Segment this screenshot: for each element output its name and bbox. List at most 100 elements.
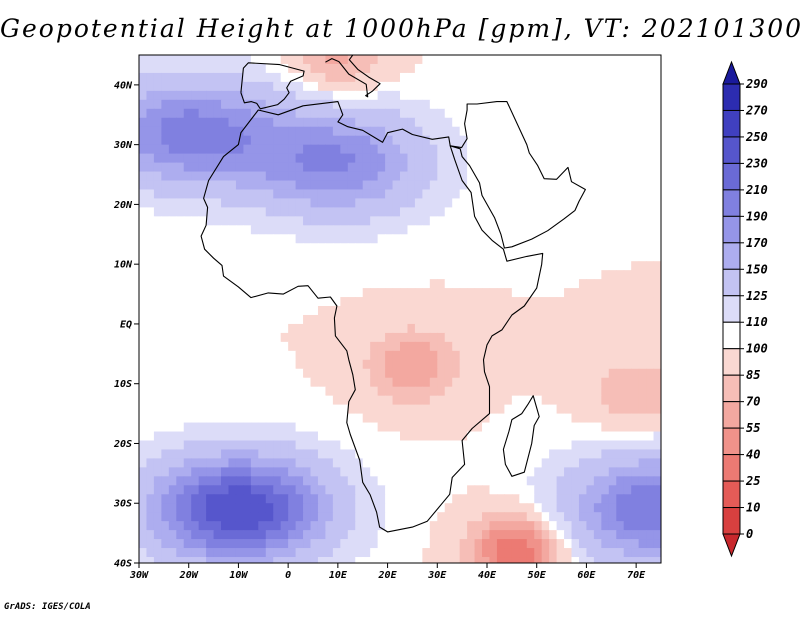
heatmap-cell xyxy=(534,350,543,361)
heatmap-cell xyxy=(370,485,379,495)
heatmap-cell xyxy=(556,306,565,316)
heatmap-cell xyxy=(370,72,379,83)
heatmap-cell xyxy=(534,485,543,495)
heatmap-cell xyxy=(623,63,632,74)
heatmap-cell xyxy=(243,108,252,119)
heatmap-cell xyxy=(362,422,371,433)
heatmap-cell xyxy=(153,341,162,352)
heatmap-cell xyxy=(213,270,222,280)
heatmap-cell xyxy=(295,557,304,563)
heatmap-cell xyxy=(221,431,230,442)
heatmap-cell xyxy=(541,431,550,442)
heatmap-cell xyxy=(228,171,237,182)
heatmap-cell xyxy=(340,458,349,468)
heatmap-cell xyxy=(392,162,401,173)
heatmap-cell xyxy=(317,548,327,558)
heatmap-cell xyxy=(258,386,267,397)
heatmap-cell xyxy=(526,485,535,495)
heatmap-cell xyxy=(183,557,192,563)
heatmap-cell xyxy=(258,189,267,200)
heatmap-cell xyxy=(288,81,297,92)
heatmap-cell xyxy=(608,557,617,563)
heatmap-cell xyxy=(258,306,267,316)
heatmap-cell xyxy=(317,521,327,531)
heatmap-cell xyxy=(564,279,573,289)
heatmap-cell xyxy=(653,404,661,415)
height-field xyxy=(139,55,661,563)
heatmap-cell xyxy=(429,503,438,513)
heatmap-cell xyxy=(414,467,423,477)
heatmap-cell xyxy=(482,521,491,531)
heatmap-cell xyxy=(161,162,170,173)
heatmap-cell xyxy=(377,485,386,495)
heatmap-cell xyxy=(474,404,483,415)
heatmap-cell xyxy=(407,359,416,370)
heatmap-cell xyxy=(288,108,297,119)
heatmap-cell xyxy=(221,386,230,397)
heatmap-cell xyxy=(564,306,573,316)
heatmap-cell xyxy=(638,288,647,298)
heatmap-cell xyxy=(280,108,289,119)
heatmap-cell xyxy=(534,503,543,513)
heatmap-cell xyxy=(504,350,513,361)
heatmap-cell xyxy=(638,63,647,74)
heatmap-cell xyxy=(206,332,215,343)
heatmap-cell xyxy=(631,332,640,343)
heatmap-cell xyxy=(139,297,148,307)
heatmap-cell xyxy=(310,108,319,119)
heatmap-cell xyxy=(571,225,580,235)
heatmap-cell xyxy=(370,243,379,253)
heatmap-cell xyxy=(258,323,267,334)
heatmap-cell xyxy=(347,539,356,549)
heatmap-cell xyxy=(191,449,200,460)
heatmap-cell xyxy=(541,368,550,379)
heatmap-cell xyxy=(429,521,438,531)
heatmap-cell xyxy=(332,341,341,352)
heatmap-cell xyxy=(213,350,222,361)
heatmap-cell xyxy=(362,476,371,486)
heatmap-cell xyxy=(258,90,267,101)
heatmap-cell xyxy=(295,135,304,146)
heatmap-cell xyxy=(325,314,334,325)
heatmap-cell xyxy=(593,207,602,217)
heatmap-cell xyxy=(578,72,588,83)
heatmap-cell xyxy=(653,261,661,271)
heatmap-cell xyxy=(250,323,259,334)
heatmap-cell xyxy=(414,297,423,307)
heatmap-cell xyxy=(571,144,580,155)
heatmap-cell xyxy=(429,404,438,415)
heatmap-cell xyxy=(638,323,647,334)
heatmap-cell xyxy=(474,270,483,280)
heatmap-cell xyxy=(623,503,632,513)
heatmap-cell xyxy=(519,117,528,128)
heatmap-cell xyxy=(385,99,394,110)
heatmap-cell xyxy=(429,458,438,468)
heatmap-cell xyxy=(474,503,483,513)
heatmap-cell xyxy=(601,297,610,307)
heatmap-cell xyxy=(593,476,602,486)
heatmap-cell xyxy=(593,261,602,271)
heatmap-cell xyxy=(578,314,588,325)
heatmap-cell xyxy=(549,252,558,262)
heatmap-cell xyxy=(317,503,327,513)
heatmap-cell xyxy=(221,539,230,549)
heatmap-cell xyxy=(153,467,162,477)
heatmap-cell xyxy=(422,413,431,424)
heatmap-cell xyxy=(564,485,573,495)
heatmap-cell xyxy=(578,207,588,217)
heatmap-cell xyxy=(646,323,655,334)
heatmap-cell xyxy=(444,377,453,388)
heatmap-cell xyxy=(504,117,513,128)
heatmap-cell xyxy=(235,55,244,65)
colorbar-swatch xyxy=(722,480,741,509)
heatmap-cell xyxy=(459,243,468,253)
heatmap-cell xyxy=(221,314,230,325)
heatmap-cell xyxy=(243,485,252,495)
heatmap-cell xyxy=(452,189,461,200)
heatmap-cell xyxy=(295,252,304,262)
heatmap-cell xyxy=(347,252,356,262)
heatmap-cell xyxy=(646,431,655,442)
heatmap-cell xyxy=(377,314,386,325)
heatmap-cell xyxy=(221,198,230,208)
heatmap-cell xyxy=(407,153,416,164)
